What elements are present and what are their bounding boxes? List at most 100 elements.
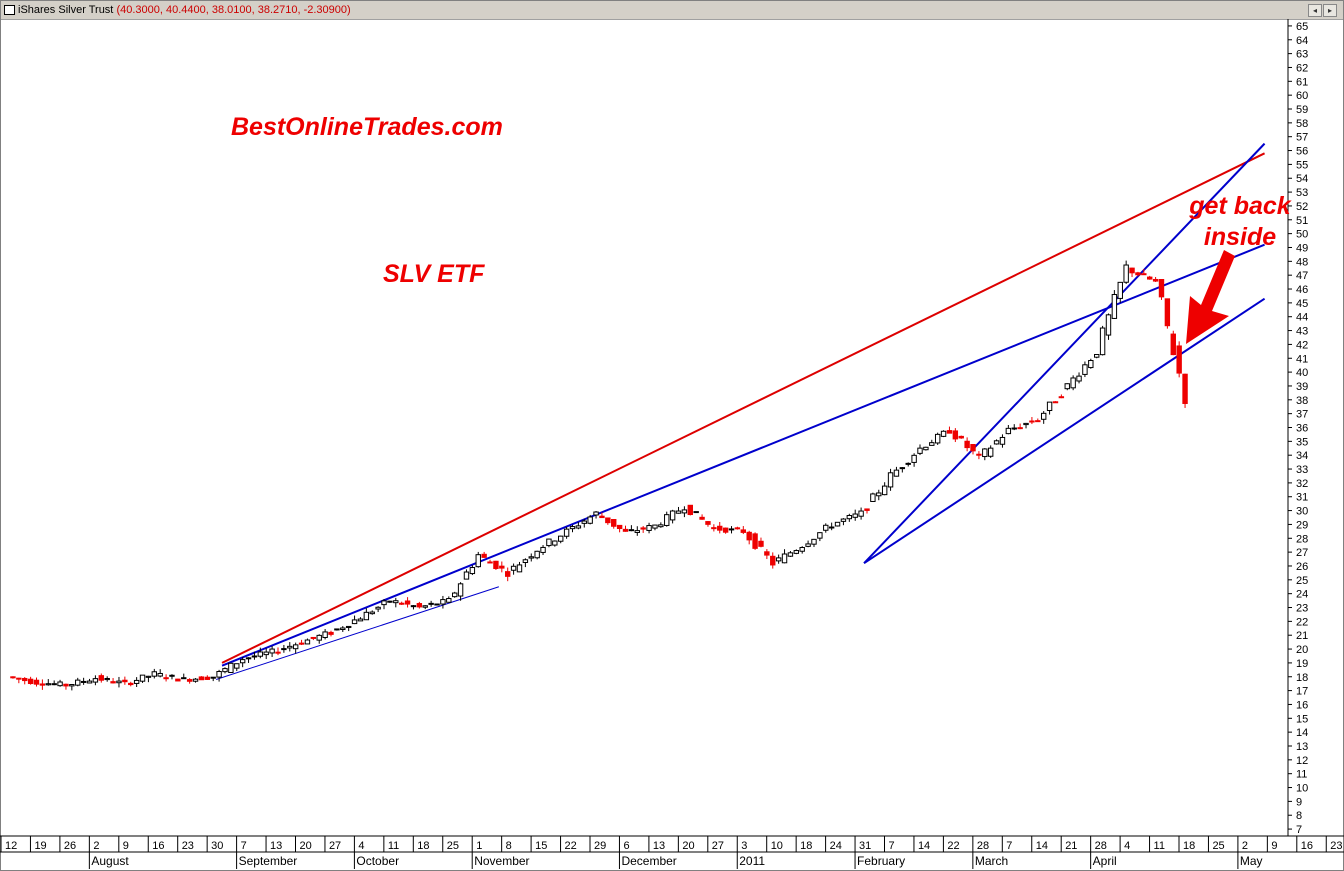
y-tick-label: 33 <box>1296 464 1308 476</box>
candle-body <box>1129 267 1135 274</box>
candle-body <box>487 561 493 564</box>
candle-body <box>805 543 811 547</box>
candle-body <box>216 670 222 678</box>
candle-body <box>369 611 375 615</box>
y-tick-label: 16 <box>1296 699 1308 711</box>
candle-body <box>552 540 558 546</box>
candle-body <box>410 605 417 608</box>
y-tick-label: 37 <box>1296 409 1308 421</box>
candle-body <box>33 679 40 685</box>
y-tick-label: 53 <box>1296 187 1308 199</box>
x-tick-label: 14 <box>918 840 930 852</box>
note-line2: inside <box>1204 223 1276 251</box>
candle-body <box>940 430 947 437</box>
y-tick-label: 7 <box>1296 824 1302 836</box>
candle-body <box>1040 412 1047 420</box>
candle-body <box>923 446 929 451</box>
x-tick-label: 15 <box>535 840 547 852</box>
candle-body <box>970 443 976 452</box>
note-line1: get back <box>1188 192 1292 220</box>
candle-body <box>1052 401 1059 404</box>
candle-body <box>575 525 582 529</box>
candle-body <box>69 684 75 687</box>
candle-body <box>357 618 364 622</box>
candle-body <box>758 540 764 547</box>
y-tick-label: 63 <box>1296 49 1308 61</box>
candle-body <box>1147 276 1153 280</box>
y-tick-label: 39 <box>1296 381 1308 393</box>
candle-body <box>887 472 894 488</box>
candle-body <box>375 606 381 610</box>
y-tick-label: 50 <box>1296 229 1308 241</box>
scroll-right-icon[interactable]: ▸ <box>1323 4 1337 17</box>
x-tick-label: 22 <box>947 840 959 852</box>
y-tick-label: 48 <box>1296 256 1308 268</box>
candle-body <box>1105 314 1112 336</box>
y-tick-label: 15 <box>1296 713 1308 725</box>
candle-body <box>381 600 387 606</box>
y-tick-label: 18 <box>1296 672 1308 684</box>
candle-body <box>1158 279 1165 298</box>
y-tick-label: 62 <box>1296 62 1308 74</box>
y-tick-label: 58 <box>1296 118 1308 130</box>
candle-body <box>1011 427 1017 430</box>
candle-body <box>340 627 346 630</box>
candle-body <box>151 671 158 677</box>
candle-body <box>110 681 116 684</box>
candle-body <box>976 453 982 456</box>
candle-body <box>675 510 682 514</box>
candle-body <box>228 662 234 673</box>
candle-body <box>434 603 440 606</box>
candle-body <box>1123 264 1129 283</box>
y-tick-label: 42 <box>1296 339 1308 351</box>
candle-body <box>204 676 211 680</box>
month-label: December <box>621 854 676 868</box>
candle-body <box>27 678 34 685</box>
candle-body <box>387 600 393 603</box>
x-tick-label: 13 <box>653 840 665 852</box>
candle-body <box>605 517 611 524</box>
y-tick-label: 29 <box>1296 519 1308 531</box>
y-tick-label: 56 <box>1296 146 1308 158</box>
candle-body <box>75 679 81 686</box>
month-label: May <box>1240 854 1263 868</box>
candle-body <box>911 454 917 463</box>
x-tick-label: 26 <box>64 840 76 852</box>
candle-body <box>122 679 128 683</box>
candle-body <box>516 564 523 573</box>
y-tick-label: 21 <box>1296 630 1308 642</box>
candle-body <box>1164 298 1171 327</box>
candle-body <box>510 565 517 571</box>
y-tick-label: 24 <box>1296 589 1308 601</box>
x-tick-label: 27 <box>712 840 724 852</box>
candle-body <box>245 657 252 660</box>
month-label: April <box>1093 854 1117 868</box>
candle-body <box>92 678 99 683</box>
candle-body <box>322 631 328 638</box>
x-tick-label: 9 <box>123 840 129 852</box>
candle-body <box>463 571 470 580</box>
y-tick-label: 35 <box>1296 436 1308 448</box>
scroll-left-icon[interactable]: ◂ <box>1308 4 1322 17</box>
candle-body <box>722 527 729 533</box>
x-tick-label: 6 <box>623 840 629 852</box>
candle-body <box>1176 345 1182 374</box>
candle-body <box>752 533 758 549</box>
x-tick-label: 8 <box>506 840 512 852</box>
candle-body <box>828 526 835 529</box>
y-tick-label: 27 <box>1296 547 1308 559</box>
candle-body <box>1099 327 1106 356</box>
candle-body <box>1082 364 1088 375</box>
x-tick-label: 18 <box>800 840 812 852</box>
x-tick-label: 21 <box>1065 840 1077 852</box>
candle-body <box>628 529 635 532</box>
x-tick-label: 18 <box>417 840 429 852</box>
candle-body <box>351 619 358 625</box>
candle-body <box>1035 420 1041 423</box>
candle-body <box>852 513 858 518</box>
window-icon[interactable] <box>4 5 15 15</box>
y-tick-label: 51 <box>1296 215 1308 227</box>
candle-body <box>834 521 841 527</box>
x-tick-label: 13 <box>270 840 282 852</box>
